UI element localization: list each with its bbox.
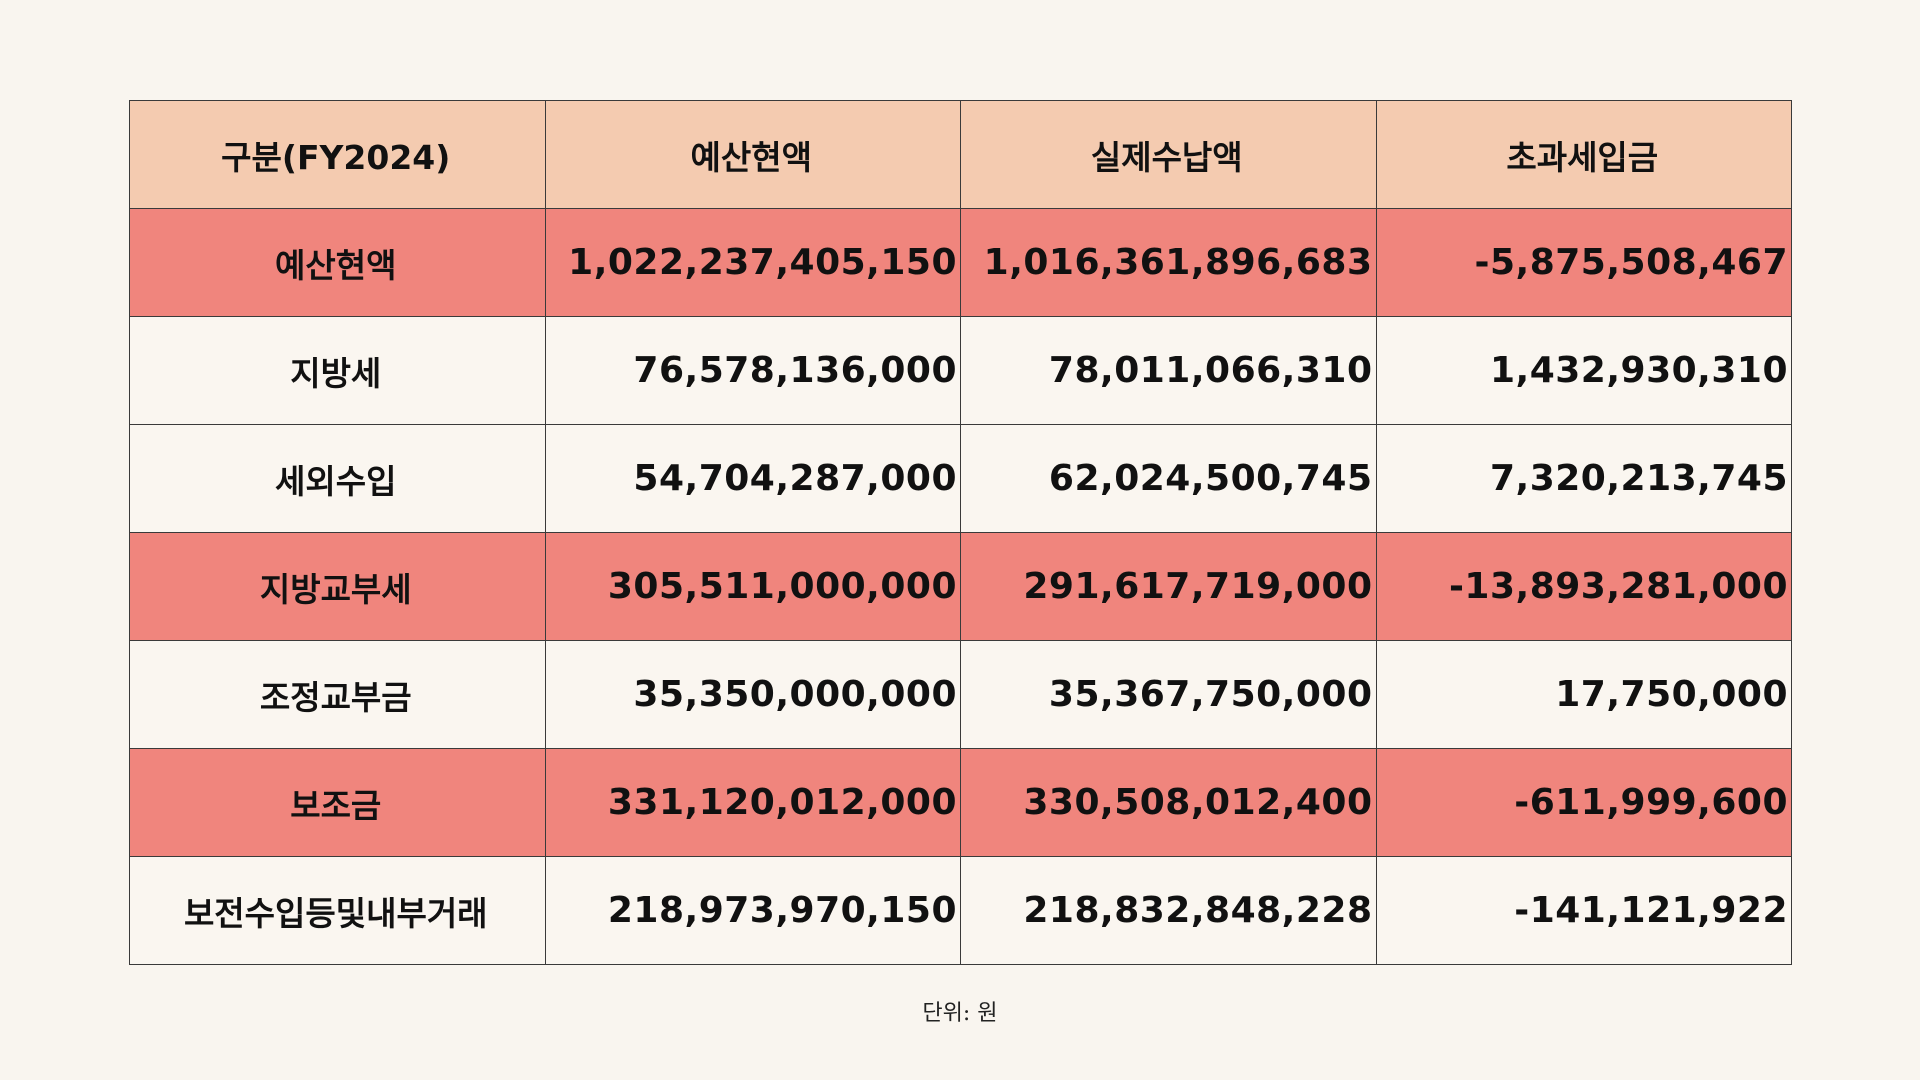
row-label: 세외수입: [129, 424, 546, 533]
budget-cell: 218,973,970,150: [544, 856, 961, 965]
header-row: 구분(FY2024) 예산현액 실제수납액 초과세입금: [129, 100, 1792, 209]
header-actual: 실제수납액: [960, 100, 1377, 209]
actual-cell: 62,024,500,745: [960, 424, 1377, 533]
row-label: 조정교부금: [129, 640, 546, 749]
table-row: 예산현액 1,022,237,405,150 1,016,361,896,683…: [129, 208, 1792, 317]
budget-cell: 1,022,237,405,150: [544, 208, 961, 317]
row-label: 지방세: [129, 316, 546, 425]
unit-footnote: 단위: 원: [922, 1001, 998, 1026]
excess-cell: -611,999,600: [1375, 748, 1792, 857]
row-label: 예산현액: [129, 208, 546, 317]
table-row: 지방교부세 305,511,000,000 291,617,719,000 -1…: [129, 532, 1792, 641]
excess-cell: -5,875,508,467: [1375, 208, 1792, 317]
row-label: 지방교부세: [129, 532, 546, 641]
table-row: 조정교부금 35,350,000,000 35,367,750,000 17,7…: [129, 640, 1792, 749]
budget-cell: 35,350,000,000: [544, 640, 961, 749]
table-row: 보전수입등및내부거래 218,973,970,150 218,832,848,2…: [129, 856, 1792, 965]
table-row: 보조금 331,120,012,000 330,508,012,400 -611…: [129, 748, 1792, 857]
actual-cell: 35,367,750,000: [960, 640, 1377, 749]
row-label: 보전수입등및내부거래: [129, 856, 546, 965]
excess-cell: -13,893,281,000: [1375, 532, 1792, 641]
budget-table: 구분(FY2024) 예산현액 실제수납액 초과세입금 예산현액 1,022,2…: [129, 100, 1792, 965]
actual-cell: 78,011,066,310: [960, 316, 1377, 425]
table-row: 세외수입 54,704,287,000 62,024,500,745 7,320…: [129, 424, 1792, 533]
header-excess: 초과세입금: [1375, 100, 1792, 209]
excess-cell: -141,121,922: [1375, 856, 1792, 965]
actual-cell: 330,508,012,400: [960, 748, 1377, 857]
excess-cell: 17,750,000: [1375, 640, 1792, 749]
actual-cell: 218,832,848,228: [960, 856, 1377, 965]
budget-cell: 76,578,136,000: [544, 316, 961, 425]
actual-cell: 291,617,719,000: [960, 532, 1377, 641]
header-budget: 예산현액: [544, 100, 961, 209]
excess-cell: 1,432,930,310: [1375, 316, 1792, 425]
table-row: 지방세 76,578,136,000 78,011,066,310 1,432,…: [129, 316, 1792, 425]
row-label: 보조금: [129, 748, 546, 857]
budget-cell: 305,511,000,000: [544, 532, 961, 641]
excess-cell: 7,320,213,745: [1375, 424, 1792, 533]
actual-cell: 1,016,361,896,683: [960, 208, 1377, 317]
header-category: 구분(FY2024): [129, 100, 546, 209]
budget-cell: 54,704,287,000: [544, 424, 961, 533]
budget-cell: 331,120,012,000: [544, 748, 961, 857]
